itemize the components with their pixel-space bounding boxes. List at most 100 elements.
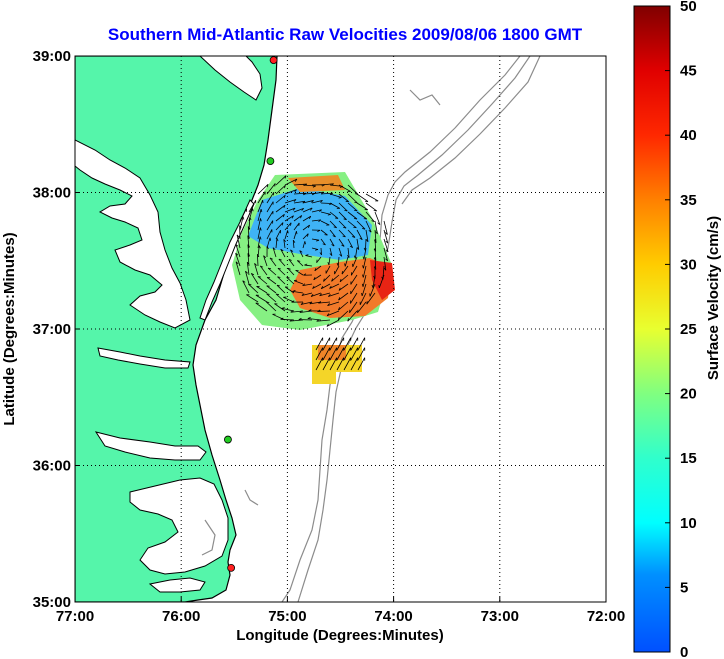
velocity-arrowhead <box>283 195 286 199</box>
velocity-arrow <box>272 247 277 258</box>
velocity-arrow <box>383 229 389 244</box>
velocity-arrowhead <box>294 189 297 193</box>
colorbar-tick-label: 45 <box>680 63 697 80</box>
velocity-arrowhead <box>293 199 297 202</box>
velocity-arrow <box>297 260 304 267</box>
velocity-arrowhead <box>329 285 332 289</box>
velocity-arrow <box>362 274 367 287</box>
velocity-arrowhead <box>357 309 359 313</box>
velocity-arrow <box>284 230 289 240</box>
velocity-arrowhead <box>268 267 272 270</box>
velocity-arrowhead <box>375 231 378 235</box>
velocity-arrow <box>374 256 377 270</box>
velocity-arrow <box>338 247 343 257</box>
map-title: Southern Mid-Atlantic Raw Velocities 200… <box>108 25 583 44</box>
velocity-arrowhead <box>266 301 270 304</box>
x-tick-label: 72:00 <box>587 608 625 625</box>
velocity-arrow <box>302 215 311 222</box>
velocity-arrow <box>331 274 340 282</box>
colorbar-ticks: 0 5 10 15 20 25 30 35 40 45 50 <box>665 0 697 659</box>
velocity-arrowhead <box>352 236 356 238</box>
chesapeake-bay <box>75 139 191 329</box>
velocity-arrow <box>363 256 367 269</box>
velocity-arrowhead <box>332 235 336 238</box>
velocity-arrow <box>302 233 309 240</box>
velocity-arrow <box>269 257 277 267</box>
velocity-arrowhead <box>247 226 251 230</box>
velocity-arrows <box>235 175 389 371</box>
colorbar: 0 5 10 15 20 25 30 35 40 45 50 Surface Velocity (c… <box>633 0 722 659</box>
velocity-arrow <box>320 229 328 236</box>
velocity-arrow <box>266 293 277 303</box>
velocity-arrow <box>287 268 295 276</box>
velocity-arrowhead <box>312 185 316 188</box>
velocity-arrow <box>266 220 274 231</box>
velocity-arrow <box>266 285 277 294</box>
eastern-shore-lagoon <box>199 199 255 321</box>
velocity-arrowhead <box>362 256 365 260</box>
velocity-southern-patch-high <box>318 345 346 360</box>
velocity-arrow <box>293 222 300 231</box>
velocity-arrow <box>304 264 313 267</box>
velocity-arrowhead <box>385 249 389 253</box>
velocity-arrow <box>278 258 286 267</box>
velocity-arrow <box>315 357 324 371</box>
velocity-arrow <box>328 256 331 265</box>
velocity-arrow <box>347 184 359 195</box>
gridlines <box>75 56 606 602</box>
velocity-arrow <box>350 337 359 351</box>
velocity-arrow <box>378 274 385 289</box>
velocity-arrowhead <box>278 258 282 261</box>
velocity-arrowhead <box>345 200 349 203</box>
station-marker <box>227 563 236 572</box>
velocity-arrow <box>374 247 377 261</box>
velocity-arrow <box>338 292 349 301</box>
velocity-arrow <box>257 209 262 222</box>
velocity-arrow <box>337 256 340 266</box>
velocity-arrow <box>365 202 377 212</box>
colorbar-tick-label: 40 <box>680 127 697 144</box>
velocity-arrow <box>356 220 366 230</box>
velocity-arrowhead <box>276 284 280 287</box>
station-marker <box>266 157 275 166</box>
velocity-arrowhead <box>327 261 330 266</box>
x-axis-label: Longitude (Degrees:Minutes) <box>236 627 444 644</box>
velocity-arrowhead <box>318 301 322 304</box>
velocity-arrow <box>343 337 352 351</box>
velocity-arrowhead <box>323 278 325 282</box>
velocity-arrowhead <box>371 284 374 288</box>
velocity-arrowhead <box>263 255 267 258</box>
velocity-arrow <box>338 193 349 203</box>
velocity-arrowhead <box>252 208 254 212</box>
velocity-arrow <box>347 247 350 258</box>
velocity-arrowhead <box>280 248 284 252</box>
velocity-arrowhead <box>347 318 349 322</box>
velocity-arrowhead <box>319 252 322 256</box>
velocity-arrowhead <box>341 244 345 247</box>
velocity-arrow <box>343 347 352 361</box>
velocity-arrow <box>357 337 366 351</box>
velocity-arrow <box>250 273 259 285</box>
velocity-arrow <box>365 229 369 242</box>
velocity-arrowhead <box>287 230 289 234</box>
velocity-arrowhead <box>362 274 364 278</box>
velocity-arrowhead <box>326 323 329 327</box>
velocity-arrowhead <box>266 293 270 295</box>
velocity-arrow <box>275 238 278 249</box>
velocity-arrow <box>320 220 330 226</box>
velocity-arrow <box>242 280 250 294</box>
colorbar-tick-label: 15 <box>680 450 697 467</box>
velocity-arrow <box>257 236 261 249</box>
velocity-arrowhead <box>304 241 306 245</box>
velocity-arrow <box>286 277 295 285</box>
velocity-arrow <box>329 220 337 229</box>
velocity-arrow <box>372 274 376 288</box>
colorbar-tick-label: 35 <box>680 192 697 209</box>
velocity-arrowhead <box>266 246 269 250</box>
velocity-arrow <box>338 229 346 238</box>
velocity-arrow <box>284 286 295 294</box>
velocity-arrow <box>275 222 284 231</box>
velocity-arrow <box>300 301 313 305</box>
velocity-arrow <box>257 199 264 213</box>
velocity-arrow <box>302 184 316 187</box>
